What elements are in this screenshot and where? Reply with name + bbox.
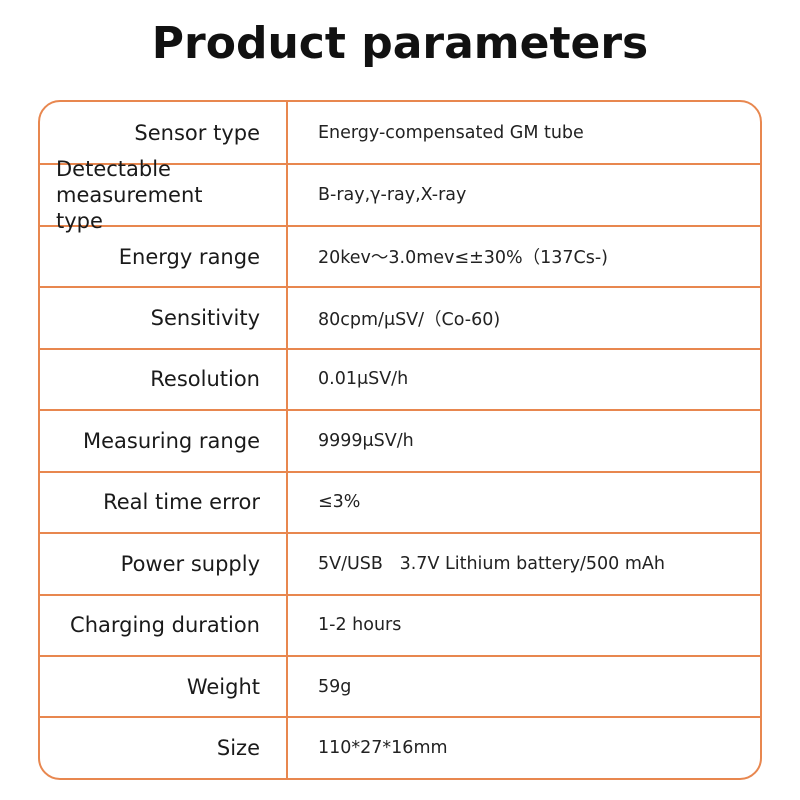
label-text: Energy range: [118, 244, 260, 269]
label-text: Weight: [186, 674, 260, 699]
value-cell: 110*27*16mm: [288, 718, 760, 777]
value-cell: 20kev～3.0mev≤±30%（137Cs-): [288, 227, 760, 286]
label-cell: Sensor type: [40, 102, 288, 164]
label-cell: Charging duration: [40, 595, 288, 655]
label-cell: Weight: [40, 656, 288, 717]
value-text: 1-2 hours: [318, 615, 402, 636]
value-cell: 80cpm/μSV/（Co-60): [288, 288, 760, 347]
label-cell: Measuring range: [40, 411, 288, 471]
table-row: Weight 59g: [40, 654, 760, 717]
label-text: Sensitivity: [150, 306, 260, 331]
table-row: Detectable measurement type B-ray,γ-ray,X…: [40, 157, 760, 233]
value-text: 9999μSV/h: [318, 430, 414, 451]
label-cell: Real time error: [40, 472, 288, 533]
label-text: Charging duration: [70, 613, 260, 638]
value-text: 20kev～3.0mev≤±30%（137Cs-): [318, 248, 609, 269]
label-text: Power supply: [120, 551, 260, 576]
value-cell: 1-2 hours: [288, 596, 760, 655]
value-cell: Energy-compensated GM tube: [288, 102, 760, 163]
value-cell: 59g: [288, 657, 760, 716]
value-text: 59g: [318, 676, 352, 697]
title: Product parameters: [151, 18, 649, 69]
table-row: Energy range 20kev～3.0mev≤±30%（137Cs-): [40, 224, 760, 287]
label-text: Detectable measurement type: [56, 156, 203, 234]
label-cell: Power supply: [40, 534, 288, 594]
table-row: Size 110*27*16mm: [40, 716, 760, 778]
label-cell: Energy range: [40, 226, 288, 287]
table-row: Sensor type Energy-compensated GM tube: [40, 102, 760, 164]
value-text: 80cpm/μSV/（Co-60): [318, 309, 501, 330]
value-cell: ≤3%: [288, 473, 760, 532]
value-text: ≤3%: [318, 492, 361, 513]
value-cell: 0.01μSV/h: [288, 350, 760, 409]
value-cell: 9999μSV/h: [288, 411, 760, 470]
label-cell: Resolution: [40, 349, 288, 410]
value-text: 5V/USB 3.7V Lithium battery/500 mAh: [318, 553, 665, 574]
table-row: Sensitivity 80cpm/μSV/（Co-60): [40, 286, 760, 348]
table-row: Measuring range 9999μSV/h: [40, 409, 760, 471]
value-cell: 5V/USB 3.7V Lithium battery/500 mAh: [288, 534, 760, 593]
table-row: Power supply 5V/USB 3.7V Lithium battery/…: [40, 532, 760, 594]
table-row: Real time error ≤3%: [40, 470, 760, 533]
value-text: 110*27*16mm: [318, 738, 448, 759]
label-text: Size: [216, 736, 260, 761]
label-text: Measuring range: [82, 428, 260, 453]
table-row: Resolution 0.01μSV/h: [40, 347, 760, 410]
value-cell: B-ray,γ-ray,X-ray: [288, 165, 760, 224]
table-row: Charging duration 1-2 hours: [40, 593, 760, 655]
label-cell: Sensitivity: [40, 288, 288, 348]
parameter-table: Sensor type Energy-compensated GM tube Det…: [38, 100, 762, 780]
value-text: Energy-compensated GM tube: [318, 122, 584, 143]
label-text: Resolution: [150, 367, 260, 392]
label-cell: Detectable measurement type: [40, 157, 288, 233]
label-text: Sensor type: [134, 120, 260, 145]
label-cell: Size: [40, 718, 288, 778]
value-text: B-ray,γ-ray,X-ray: [318, 185, 467, 206]
label-text: Real time error: [103, 490, 260, 515]
value-text: 0.01μSV/h: [318, 369, 409, 390]
